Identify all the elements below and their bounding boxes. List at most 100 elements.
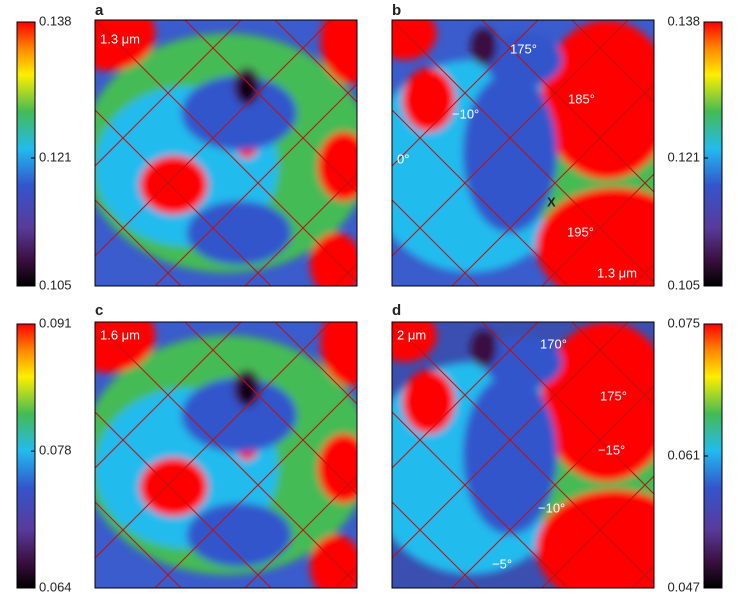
grain-boundary xyxy=(244,475,357,588)
grain-boundary xyxy=(392,199,479,286)
heatmap-region xyxy=(541,322,654,482)
heatmap-region xyxy=(483,335,563,389)
heatmap-region xyxy=(320,20,357,84)
annotation: 2 μm xyxy=(397,327,426,342)
heatmap-frame xyxy=(94,321,358,589)
heatmap-region xyxy=(402,369,455,434)
colorbar xyxy=(703,21,723,287)
heatmap-frame xyxy=(94,19,358,287)
colorbar-tick-label: 0.064 xyxy=(39,579,72,594)
grain-boundary xyxy=(95,501,182,588)
grain-boundary xyxy=(481,20,654,193)
heatmap-image xyxy=(392,20,739,286)
grain-boundary xyxy=(274,322,357,405)
heatmap-region xyxy=(462,375,558,535)
annotation: 175° xyxy=(510,41,537,56)
colorbar-tick-label: 0.105 xyxy=(667,277,700,292)
grain-boundary xyxy=(722,322,739,588)
grain-boundary xyxy=(392,109,569,286)
heatmap-region xyxy=(186,502,292,567)
grain-boundary xyxy=(95,20,357,283)
colorbar xyxy=(16,21,36,287)
heatmap-region xyxy=(402,67,455,132)
annotation: 195° xyxy=(567,224,594,239)
grain-boundary xyxy=(392,20,654,283)
grain-boundary xyxy=(392,322,654,585)
colorbar-tick-label: 0.138 xyxy=(39,13,72,28)
grain-boundary xyxy=(571,20,654,103)
grain-boundary xyxy=(541,173,654,286)
heatmap-region xyxy=(483,33,563,87)
heatmap-region xyxy=(462,73,558,233)
grain-boundary xyxy=(95,199,182,286)
annotation: −5° xyxy=(492,556,512,571)
heatmap-region xyxy=(139,457,208,517)
panel-label: c xyxy=(95,302,103,319)
grain-boundary xyxy=(541,475,654,588)
colorbar-tick-label: 0.078 xyxy=(39,443,72,458)
grain-boundary xyxy=(154,385,357,588)
heatmap-region xyxy=(186,200,292,265)
heatmap-region xyxy=(470,329,497,368)
panel-label: b xyxy=(392,2,401,19)
heatmap-regions xyxy=(95,20,357,286)
heatmap-regions xyxy=(95,322,357,588)
heatmap-region xyxy=(240,78,254,100)
annotation: −15° xyxy=(598,442,625,457)
colorbar-tick-label: 0.091 xyxy=(39,315,72,330)
annotation: 170° xyxy=(540,336,567,351)
panel: b 175° 185° −10° 0° X 195° 1.3 μm 0.105 0.121 0.13… xyxy=(391,2,739,292)
grain-boundary xyxy=(392,20,539,167)
annotation: 1.3 μm xyxy=(100,31,140,46)
heatmap-region xyxy=(392,322,437,362)
colorbar xyxy=(16,323,36,589)
panel-label: d xyxy=(392,302,401,319)
heatmap-region xyxy=(470,27,497,66)
grain-boundary xyxy=(95,322,357,585)
heatmap-region xyxy=(95,20,156,71)
grain-boundary xyxy=(95,109,272,286)
panel: d 2 μm 170° 175° −15° −10° −5° 0.047 0.061 0.075 xyxy=(391,302,739,594)
annotation: 0° xyxy=(397,151,409,166)
heatmap-region xyxy=(181,75,297,151)
grain-boundary xyxy=(184,20,357,193)
heatmap-frame xyxy=(391,321,655,589)
panel: a 1.3 μm 0.105 0.121 0.138 xyxy=(16,2,358,292)
colorbar-tick-label: 0.047 xyxy=(667,579,700,594)
heatmap-image xyxy=(392,322,739,588)
heatmap-region xyxy=(392,20,437,60)
grain-boundary xyxy=(244,173,357,286)
grain-boundary xyxy=(481,322,654,495)
heatmap-image xyxy=(95,322,357,588)
colorbar-tick-label: 0.121 xyxy=(667,149,700,164)
annotation: 185° xyxy=(568,91,595,106)
grain-boundary xyxy=(392,322,539,469)
grain-boundary xyxy=(722,20,739,286)
grain-boundary xyxy=(571,322,654,405)
annotation: −10° xyxy=(538,500,565,515)
colorbar-tick-label: 0.105 xyxy=(39,277,72,292)
grain-boundary xyxy=(184,322,357,495)
annotation: −10° xyxy=(452,106,479,121)
colorbar-tick-label: 0.061 xyxy=(667,447,700,462)
heatmap-image xyxy=(95,20,357,286)
annotation: X xyxy=(547,194,556,209)
heatmap-region xyxy=(240,380,254,402)
grain-boundary xyxy=(392,20,629,257)
grain-boundary xyxy=(392,322,629,559)
grain-boundary xyxy=(154,83,357,286)
grain-boundary xyxy=(95,322,332,559)
annotation: 175° xyxy=(600,388,627,403)
panel-label: a xyxy=(95,2,104,19)
grain-boundary xyxy=(95,411,272,588)
heatmap-region xyxy=(536,187,654,286)
heatmap-region xyxy=(536,489,654,588)
grain-boundary xyxy=(95,20,242,167)
grain-boundary xyxy=(95,322,242,469)
grain-boundary xyxy=(274,20,357,103)
heatmap-region xyxy=(181,377,297,453)
heatmap-region xyxy=(95,322,156,373)
colorbar-tick-label: 0.075 xyxy=(667,315,700,330)
heatmap-region xyxy=(320,322,357,386)
